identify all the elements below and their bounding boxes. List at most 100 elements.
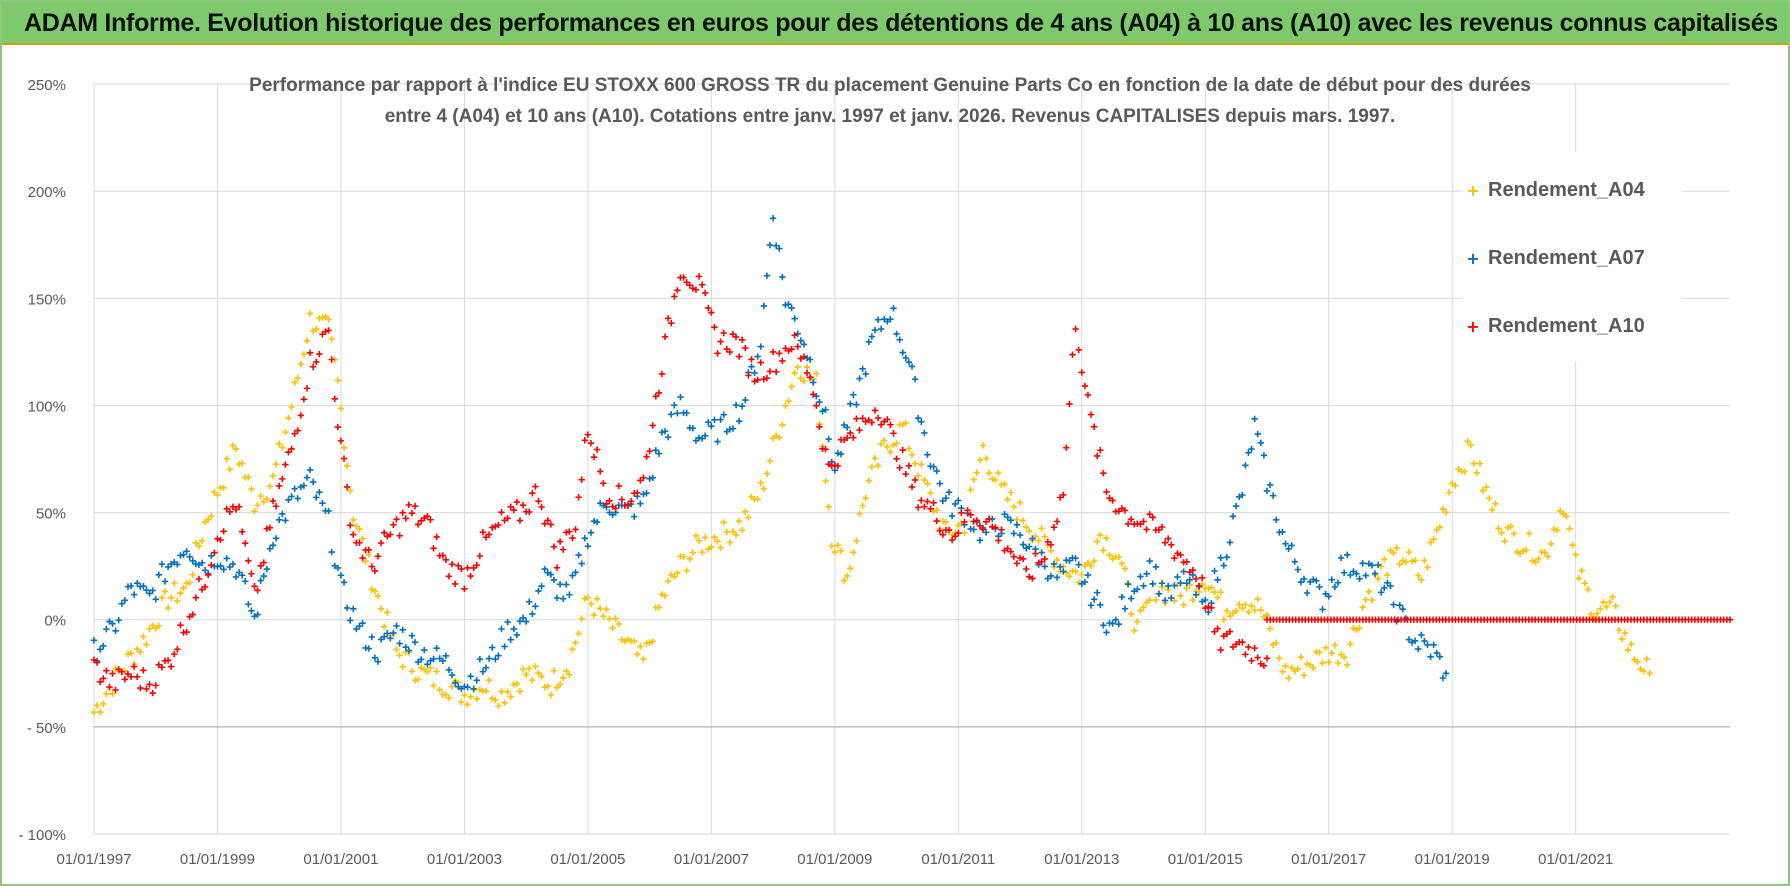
marker-rendement-a07 (217, 562, 224, 570)
marker-rendement-a04 (794, 363, 801, 371)
marker-rendement-a10 (214, 535, 221, 542)
marker-rendement-a04 (995, 469, 1002, 477)
marker-rendement-a04 (96, 708, 104, 716)
marker-rendement-a10 (720, 329, 727, 337)
marker-rendement-a07 (1316, 583, 1323, 591)
marker-rendement-a04 (127, 649, 135, 657)
marker-rendement-a10 (1155, 526, 1163, 534)
marker-rendement-a07 (563, 581, 570, 588)
marker-rendement-a04 (714, 538, 721, 545)
marker-rendement-a04 (1489, 506, 1496, 514)
marker-rendement-a07 (1282, 540, 1289, 547)
marker-rendement-a04 (343, 462, 351, 469)
marker-rendement-a10 (868, 419, 876, 426)
marker-rendement-a04 (251, 508, 258, 515)
marker-rendement-a04 (1242, 601, 1249, 608)
marker-rendement-a04 (655, 604, 663, 611)
marker-rendement-a10 (350, 531, 357, 538)
x-tick-label: 01/01/1997 (56, 851, 131, 868)
marker-rendement-a04 (180, 584, 187, 592)
marker-rendement-a04 (1427, 539, 1434, 546)
marker-rendement-a04 (1578, 567, 1586, 574)
marker-rendement-a04 (766, 457, 774, 465)
marker-rendement-a10 (1081, 382, 1089, 390)
marker-rendement-a04 (414, 676, 422, 683)
marker-rendement-a07 (788, 304, 795, 312)
marker-rendement-a10 (998, 526, 1005, 533)
marker-rendement-a04 (377, 605, 385, 612)
marker-rendement-a07 (1019, 541, 1027, 548)
marker-rendement-a04 (1430, 536, 1437, 543)
marker-rendement-a10 (288, 445, 295, 453)
marker-rendement-a10 (763, 374, 771, 382)
marker-rendement-a10 (396, 532, 403, 539)
marker-rendement-a07 (683, 409, 690, 417)
marker-rendement-a04 (967, 486, 974, 494)
marker-rendement-a10 (874, 414, 882, 422)
marker-rendement-a10 (979, 526, 987, 533)
marker-rendement-a07 (155, 571, 163, 579)
marker-rendement-a07 (1232, 502, 1240, 510)
marker-rendement-a04 (1390, 549, 1397, 557)
marker-rendement-a07 (930, 463, 937, 470)
marker-rendement-a04 (189, 571, 196, 578)
marker-rendement-a04 (1131, 627, 1138, 634)
marker-rendement-a04 (1498, 529, 1505, 536)
marker-rendement-a10 (251, 583, 258, 590)
x-tick-label: 01/01/2017 (1291, 851, 1366, 868)
marker-rendement-a04 (1470, 460, 1477, 467)
marker-rendement-a10 (183, 628, 190, 636)
x-tick-label: 01/01/2005 (550, 851, 625, 868)
marker-rendement-a04 (1504, 524, 1511, 531)
marker-rendement-a07 (96, 646, 104, 653)
marker-rendement-a04 (1251, 607, 1258, 614)
marker-rendement-a10 (300, 396, 308, 403)
marker-rendement-a04 (334, 377, 342, 384)
marker-rendement-a07 (1415, 645, 1422, 653)
marker-rendement-a04 (1628, 641, 1635, 648)
marker-rendement-a10 (1121, 507, 1129, 514)
marker-rendement-a04 (1223, 607, 1231, 615)
marker-rendement-a07 (797, 337, 805, 344)
marker-rendement-a04 (760, 485, 768, 492)
marker-rendement-a10 (535, 497, 542, 505)
marker-rendement-a04 (701, 534, 709, 541)
marker-rendement-a10 (661, 333, 669, 340)
marker-rendement-a04 (226, 466, 234, 473)
marker-rendement-a04 (399, 663, 406, 671)
marker-rendement-a04 (1621, 629, 1629, 637)
marker-rendement-a10 (834, 462, 842, 470)
marker-rendement-a10 (1016, 554, 1024, 562)
marker-rendement-a04 (269, 472, 277, 479)
marker-rendement-a04 (266, 483, 274, 490)
marker-rendement-a10 (899, 446, 906, 454)
marker-rendement-a10 (905, 462, 913, 470)
marker-rendement-a10 (939, 531, 947, 538)
marker-rendement-a04 (1285, 675, 1292, 682)
marker-rendement-a04 (544, 683, 551, 690)
marker-rendement-a07 (899, 349, 906, 356)
marker-rendement-a07 (1016, 531, 1024, 539)
marker-rendement-a10 (843, 434, 851, 442)
marker-rendement-a07 (1118, 593, 1126, 601)
marker-rendement-a07 (1266, 481, 1274, 489)
marker-rendement-a10 (1066, 400, 1073, 408)
marker-rendement-a10 (945, 526, 953, 534)
marker-rendement-a07 (924, 451, 931, 458)
marker-rendement-a04 (498, 688, 505, 695)
marker-rendement-a10 (828, 462, 835, 470)
marker-rendement-a07 (1174, 573, 1181, 581)
marker-rendement-a10 (316, 350, 323, 358)
marker-rendement-a04 (813, 370, 820, 377)
marker-rendement-a10 (914, 504, 922, 511)
marker-rendement-a07 (1411, 637, 1419, 645)
marker-rendement-a10 (103, 667, 110, 674)
marker-rendement-a10 (488, 524, 496, 531)
marker-rendement-a07 (1004, 514, 1011, 521)
marker-rendement-a04 (272, 460, 280, 468)
marker-rendement-a07 (587, 529, 595, 536)
marker-rendement-a04 (822, 477, 829, 485)
marker-rendement-a04 (158, 594, 166, 601)
marker-rendement-a07 (1337, 554, 1345, 562)
marker-rendement-a04 (1507, 523, 1515, 530)
